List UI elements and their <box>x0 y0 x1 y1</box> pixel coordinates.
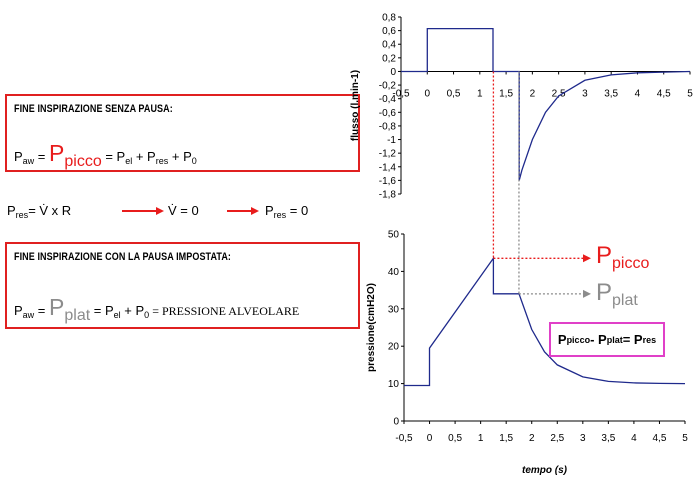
arrow-1 <box>122 207 164 215</box>
pressure-chart: 50 40 30 20 10 0 -0,5 0 0,5 1 1,5 2 2,5 3 3,5 4 4,5 5 pres… <box>366 230 688 477</box>
y-tick-label: -0,2 <box>379 81 397 92</box>
y-tick-label: -1,2 <box>379 149 397 160</box>
y-tick-label: -1,4 <box>379 162 397 173</box>
x-tick-label: 3 <box>582 88 588 99</box>
x-tick-label: 1,5 <box>499 433 513 444</box>
series-line <box>401 27 691 181</box>
y-axis-label: flusso (l.min-1) <box>350 70 361 141</box>
y-tick-label: 0,8 <box>382 13 396 24</box>
x-tick-label: 1 <box>477 88 483 99</box>
ppicco-symbol: Ppicco <box>49 140 102 170</box>
equation-ppicco: Paw = Ppicco = Pel + Pres + P0 <box>14 140 197 170</box>
x-tick-label: 4 <box>635 88 641 99</box>
x-axis-label: tempo (s) <box>522 465 568 476</box>
y-tick-label: 30 <box>388 304 400 315</box>
flow-chart: 0,8 0,6 0,4 0,2 0 -0,2 -0,4 -0,6 -0,8 -1 -1,2 -1,4 -… <box>350 13 693 201</box>
y-tick-label: 0 <box>390 67 396 78</box>
y-tick-label: 0,2 <box>382 53 396 64</box>
x-tick-label: 1 <box>478 433 484 444</box>
y-tick-label: -0,6 <box>379 108 397 119</box>
y-tick-label: 40 <box>388 267 400 278</box>
y-axis-label: pressione(cmH2O) <box>366 283 377 372</box>
series-line <box>404 256 686 387</box>
y-tick-label: -0,8 <box>379 121 397 132</box>
x-tick-label: 2 <box>529 433 535 444</box>
x-tick-label: 3,5 <box>601 433 615 444</box>
x-tick-label: 0 <box>424 88 430 99</box>
x-tick-label: 0,5 <box>447 88 461 99</box>
plat-arrowhead <box>583 289 591 298</box>
y-tick-label: 10 <box>388 379 400 390</box>
y-tick-label: 50 <box>388 230 400 241</box>
x-tick-label: 2,5 <box>552 88 566 99</box>
x-tick-label: -0,5 <box>392 88 410 99</box>
y-tick-label: -0,4 <box>379 94 397 105</box>
x-tick-label: -0,5 <box>395 433 413 444</box>
ppicco-label: Ppicco <box>596 242 650 272</box>
y-tick-label: 0 <box>393 417 399 428</box>
y-tick-label: -1,8 <box>379 190 397 201</box>
pres-zero: Pres = 0 <box>265 203 309 220</box>
connectors <box>492 71 591 298</box>
x-tick-label: 4,5 <box>657 88 671 99</box>
x-tick-label: 1,5 <box>499 88 513 99</box>
x-tick-label: 2,5 <box>550 433 564 444</box>
y-tick-label: 0,6 <box>382 26 396 37</box>
arrow-2 <box>227 207 259 215</box>
box-con-pausa-title: FINE INSPIRAZIONE CON LA PAUSA IMPOSTATA… <box>14 251 232 263</box>
pplat-label: Pplat <box>596 279 638 309</box>
x-tick-label: 5 <box>687 88 693 99</box>
y-tick-label: -1,6 <box>379 176 397 187</box>
box-con-pausa: FINE INSPIRAZIONE CON LA PAUSA IMPOSTATA… <box>5 242 360 329</box>
y-tick-label: 0,4 <box>382 40 396 51</box>
x-tick-label: 3 <box>580 433 586 444</box>
picco-arrowhead <box>583 254 591 263</box>
box-senza-pausa-title: FINE INSPIRAZIONE SENZA PAUSA: <box>14 103 173 115</box>
x-tick-label: 4 <box>631 433 637 444</box>
y-tick-label: 20 <box>388 342 400 353</box>
x-tick-label: 0,5 <box>448 433 462 444</box>
x-tick-label: 4,5 <box>653 433 667 444</box>
pplat-symbol: Pplat <box>49 294 91 324</box>
equation-pplat: Paw = Pplat = Pel + P0 = PRESSIONE ALVEO… <box>14 294 300 324</box>
pres-equation: Pres= V̇ x R <box>7 203 72 220</box>
x-tick-label: 2 <box>530 88 536 99</box>
y-tick-label: -1 <box>387 135 396 146</box>
box-senza-pausa: FINE INSPIRAZIONE SENZA PAUSA: Paw = Ppi… <box>5 94 360 172</box>
x-tick-label: 0 <box>427 433 433 444</box>
x-tick-label: 5 <box>682 433 688 444</box>
x-tick-label: 3,5 <box>604 88 618 99</box>
vdot-zero: V̇ = 0 <box>168 203 199 218</box>
